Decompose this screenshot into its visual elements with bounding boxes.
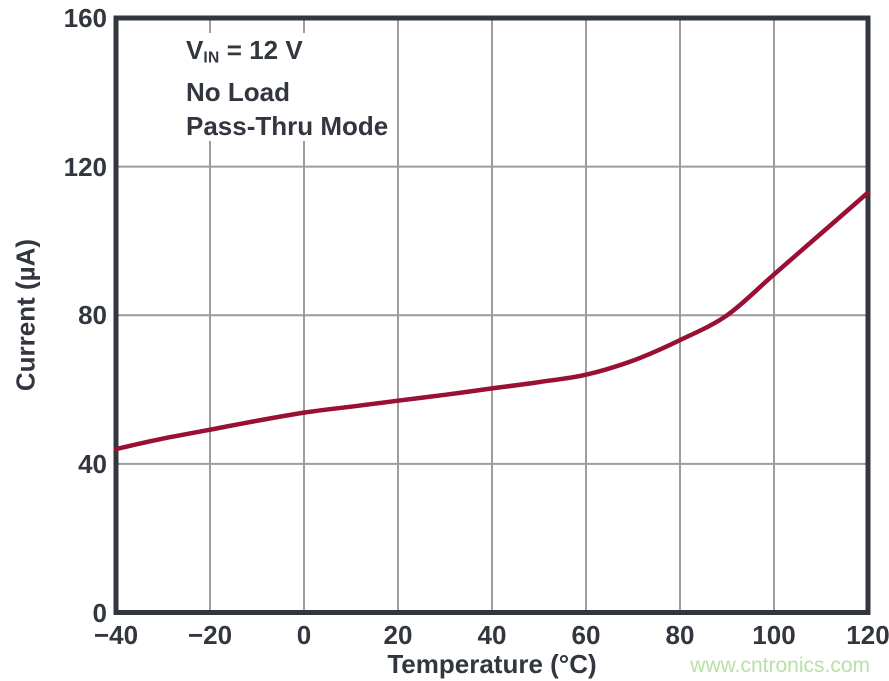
x-axis-title: Temperature (°C) xyxy=(387,649,597,679)
x-tick-label: 120 xyxy=(846,620,889,650)
annotation-line-mode: Pass-Thru Mode xyxy=(186,111,389,142)
y-tick-label: 0 xyxy=(92,597,107,628)
conditions-annotation: VIN = 12 V No Load Pass-Thru Mode xyxy=(150,33,393,141)
x-tick-label: 40 xyxy=(477,620,507,650)
x-tick-label: 100 xyxy=(752,620,796,650)
plot-frame xyxy=(113,15,871,615)
y-tick-label: 40 xyxy=(78,448,107,479)
y-tick-label: 160 xyxy=(63,3,107,33)
x-tick-label: −40 xyxy=(93,620,139,650)
y-tick-label: 120 xyxy=(63,151,107,182)
vin-value: = 12 V xyxy=(219,35,303,65)
x-tick-label: 60 xyxy=(571,620,601,650)
current-vs-temperature-curve xyxy=(113,190,871,452)
x-tick-label: −20 xyxy=(187,620,233,650)
x-tick-label: 20 xyxy=(383,620,413,650)
x-tick-label: 0 xyxy=(296,620,312,650)
watermark: www.cntronics.com xyxy=(690,654,870,677)
annotation-line-vin: VIN = 12 V xyxy=(186,33,393,75)
vin-symbol: V xyxy=(186,35,204,65)
x-tick-label: 80 xyxy=(665,620,695,650)
y-tick-label: 80 xyxy=(78,300,107,331)
annotation-line-load: No Load xyxy=(186,77,290,108)
vin-subscript: IN xyxy=(203,49,220,67)
